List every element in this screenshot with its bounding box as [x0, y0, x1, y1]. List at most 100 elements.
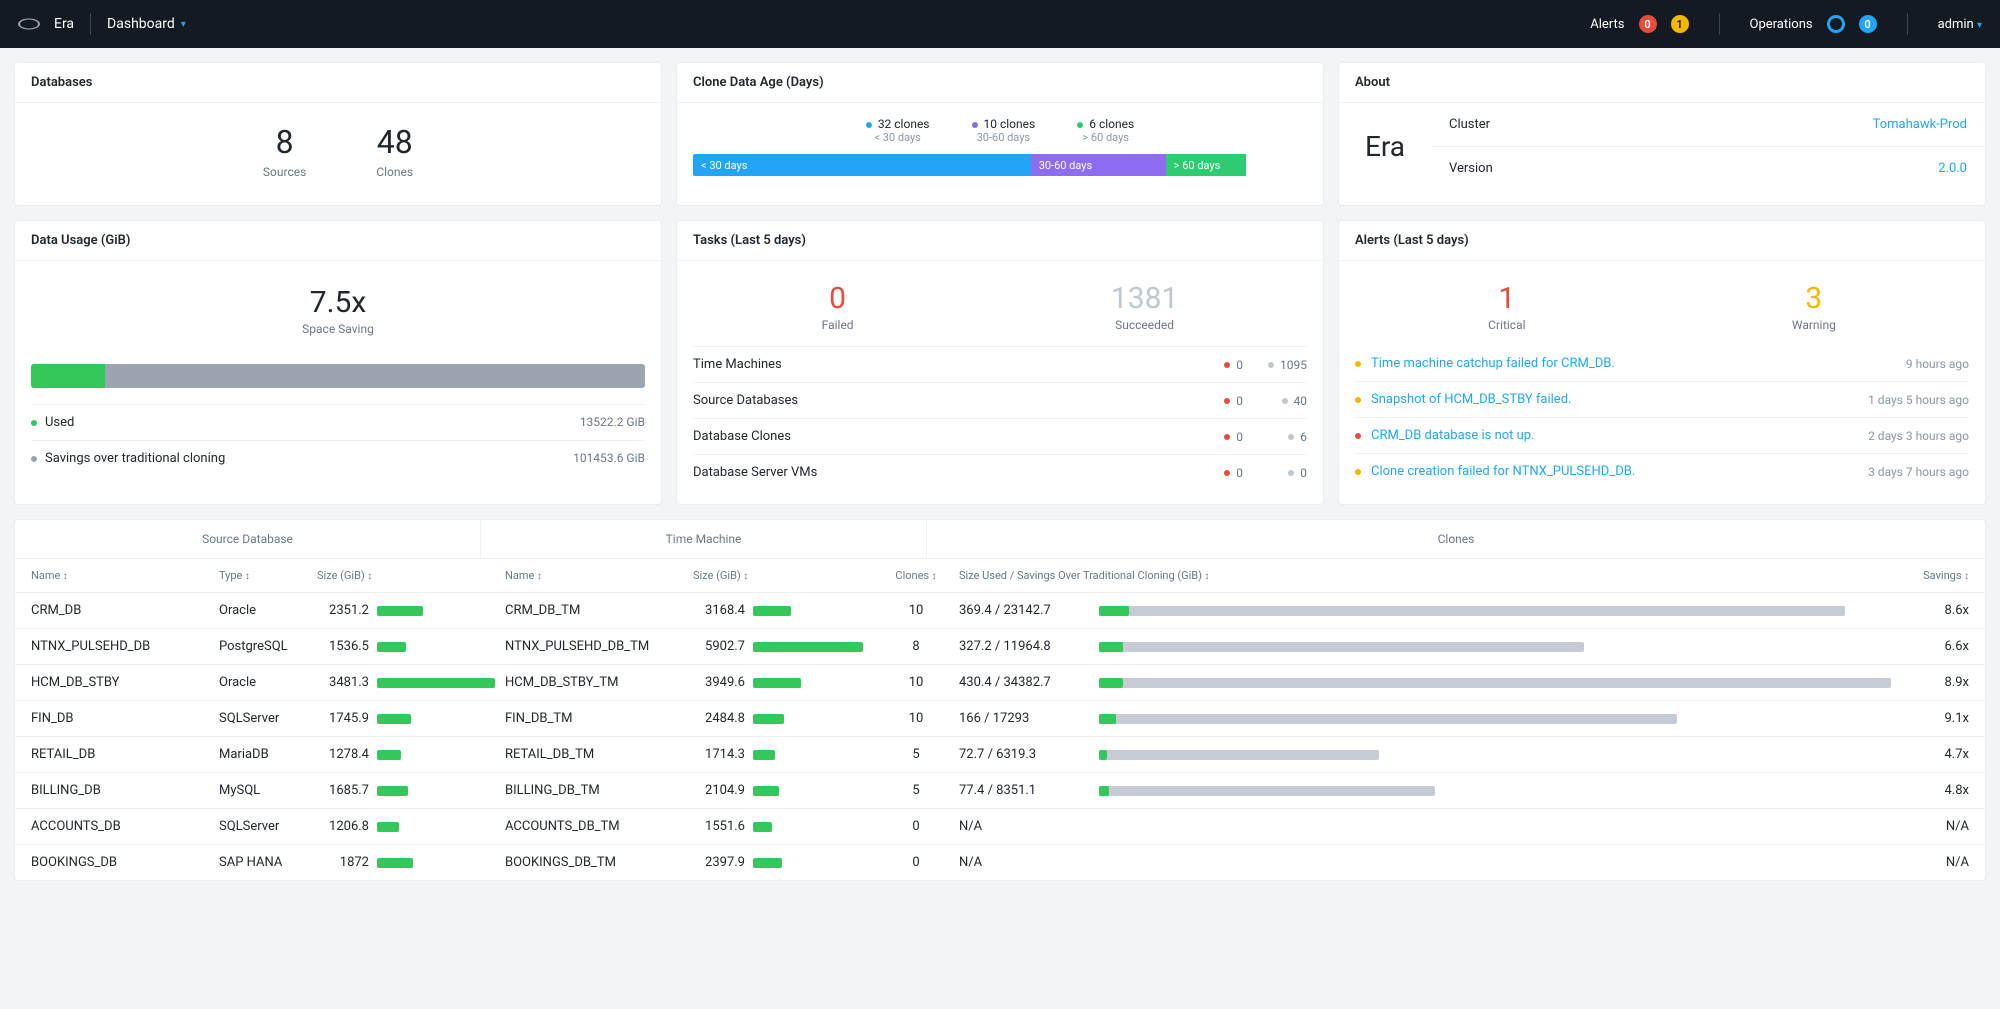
table-row[interactable]: CRM_DBOracle2351.2CRM_DB_TM3168.410369.4…	[15, 593, 1985, 629]
operations-label[interactable]: Operations	[1750, 17, 1813, 32]
table-row[interactable]: RETAIL_DBMariaDB1278.4RETAIL_DB_TM1714.3…	[15, 737, 1985, 773]
cell-savings: N/A	[1899, 855, 1969, 870]
alerts-warning-badge[interactable]: 1	[1671, 15, 1689, 33]
cell-size: 1206.8	[317, 819, 497, 834]
task-row[interactable]: Database Server VMs00	[693, 454, 1307, 490]
alert-item[interactable]: Snapshot of HCM_DB_STBY failed. 1 days 5 …	[1355, 381, 1969, 417]
alerts-card: Alerts (Last 5 days) 1 Critical 3 Warnin…	[1338, 220, 1986, 505]
alert-timestamp: 3 days 7 hours ago	[1868, 465, 1969, 479]
alert-message[interactable]: Clone creation failed for NTNX_PULSEHD_D…	[1371, 464, 1858, 479]
col-type[interactable]: Type	[219, 569, 309, 582]
alert-item[interactable]: Time machine catchup failed for CRM_DB. 9…	[1355, 346, 1969, 381]
col-size-used[interactable]: Size Used / Savings Over Traditional Clo…	[959, 569, 1891, 582]
chevron-down-icon: ▾	[1977, 20, 1982, 31]
operations-badge[interactable]: 0	[1859, 15, 1877, 33]
cell-name: HCM_DB_STBY	[31, 675, 211, 690]
col-size[interactable]: Size (GiB)	[317, 569, 497, 582]
cell-name: BOOKINGS_DB	[31, 855, 211, 870]
clones-stat[interactable]: 48 Clones	[376, 123, 413, 179]
table-row[interactable]: HCM_DB_STBYOracle3481.3HCM_DB_STBY_TM394…	[15, 665, 1985, 701]
cell-size: 2351.2	[317, 603, 497, 618]
clone-age-legend-item: 6 clones> 60 days	[1077, 117, 1134, 144]
card-title: About	[1339, 63, 1985, 103]
clone-age-segment: > 60 days	[1166, 154, 1246, 176]
cell-tm-size: 5902.7	[693, 639, 873, 654]
alert-item[interactable]: CRM_DB database is not up.2 days 3 hours…	[1355, 417, 1969, 453]
version-link[interactable]: 2.0.0	[1938, 161, 1967, 176]
cell-tm-size: 2484.8	[693, 711, 873, 726]
cell-tm-size: 3168.4	[693, 603, 873, 618]
tasks-card: Tasks (Last 5 days) 0 Failed 1381 Succee…	[676, 220, 1324, 505]
cell-name: NTNX_PULSEHD_DB	[31, 639, 211, 654]
col-name[interactable]: Name	[31, 569, 211, 582]
alert-message[interactable]: Time machine catchup failed for CRM_DB.	[1371, 356, 1896, 371]
cell-savings: 6.6x	[1899, 639, 1969, 654]
col-tm-name[interactable]: Name	[505, 569, 685, 582]
card-title: Clone Data Age (Days)	[677, 63, 1323, 103]
separator	[1719, 13, 1720, 35]
cell-savings: 8.9x	[1899, 675, 1969, 690]
clone-age-segment: < 30 days	[693, 154, 1031, 176]
cell-clones: 0	[881, 855, 951, 870]
table-row[interactable]: FIN_DBSQLServer1745.9FIN_DB_TM2484.81016…	[15, 701, 1985, 737]
cell-savings: 4.7x	[1899, 747, 1969, 762]
alert-message[interactable]: CRM_DB database is not up.	[1371, 428, 1858, 443]
card-title: Tasks (Last 5 days)	[677, 221, 1323, 261]
brand: Era	[54, 16, 74, 32]
task-row[interactable]: Time Machines01095	[693, 346, 1307, 382]
nav-menu[interactable]: Dashboard ▾	[107, 16, 186, 32]
cell-clones: 5	[881, 747, 951, 762]
critical-stat[interactable]: 1 Critical	[1488, 281, 1525, 332]
cell-type: Oracle	[219, 675, 309, 690]
clone-age-legend-item: 10 clones30-60 days	[972, 117, 1036, 144]
alerts-critical-badge[interactable]: 0	[1639, 15, 1657, 33]
cell-size: 1745.9	[317, 711, 497, 726]
table-row[interactable]: ACCOUNTS_DBSQLServer1206.8ACCOUNTS_DB_TM…	[15, 809, 1985, 845]
group-header: Time Machine	[481, 520, 927, 558]
alert-message[interactable]: Snapshot of HCM_DB_STBY failed.	[1371, 392, 1858, 407]
clone-age-bar: < 30 days30-60 days> 60 days	[693, 154, 1307, 176]
user-menu[interactable]: admin ▾	[1938, 17, 1982, 32]
clone-age-card: Clone Data Age (Days) 32 clones< 30 days…	[676, 62, 1324, 206]
dot-icon	[31, 420, 37, 426]
col-savings[interactable]: Savings	[1899, 569, 1969, 582]
databases-card: Databases 8 Sources 48 Clones	[14, 62, 662, 206]
space-saving-value: 7.5x	[31, 275, 645, 322]
cluster-link[interactable]: Tomahawk-Prod	[1873, 117, 1967, 132]
dot-icon	[1355, 433, 1361, 439]
cell-savings: N/A	[1899, 819, 1969, 834]
table-row[interactable]: NTNX_PULSEHD_DBPostgreSQL1536.5NTNX_PULS…	[15, 629, 1985, 665]
operations-spinner-icon	[1827, 15, 1845, 33]
alert-item[interactable]: Clone creation failed for NTNX_PULSEHD_D…	[1355, 453, 1969, 489]
cell-type: PostgreSQL	[219, 639, 309, 654]
cell-size: 1536.5	[317, 639, 497, 654]
sources-stat[interactable]: 8 Sources	[263, 123, 306, 179]
cell-name: RETAIL_DB	[31, 747, 211, 762]
card-title: Databases	[15, 63, 661, 103]
failed-stat[interactable]: 0 Failed	[822, 281, 854, 332]
col-tm-size[interactable]: Size (GiB)	[693, 569, 873, 582]
cell-tm-name: BILLING_DB_TM	[505, 783, 685, 798]
table-row[interactable]: BILLING_DBMySQL1685.7BILLING_DB_TM2104.9…	[15, 773, 1985, 809]
warning-stat[interactable]: 3 Warning	[1792, 281, 1836, 332]
dot-icon	[31, 456, 37, 462]
table-row[interactable]: BOOKINGS_DBSAP HANA1872BOOKINGS_DB_TM239…	[15, 845, 1985, 880]
cell-savings: 4.8x	[1899, 783, 1969, 798]
alert-timestamp: 9 hours ago	[1906, 357, 1969, 371]
cell-type: SQLServer	[219, 711, 309, 726]
about-card: About Era Cluster Tomahawk-Prod Version …	[1338, 62, 1986, 206]
cell-tm-size: 2104.9	[693, 783, 873, 798]
task-row[interactable]: Database Clones06	[693, 418, 1307, 454]
cell-size: 1278.4	[317, 747, 497, 762]
dot-icon	[1355, 469, 1361, 475]
topbar: Era Dashboard ▾ Alerts 0 1 Operations 0 …	[0, 0, 2000, 48]
alerts-label[interactable]: Alerts	[1590, 17, 1624, 32]
cell-name: FIN_DB	[31, 711, 211, 726]
task-row[interactable]: Source Databases040	[693, 382, 1307, 418]
alert-timestamp: 1 days 5 hours ago	[1868, 393, 1969, 407]
succeeded-stat[interactable]: 1381 Succeeded	[1111, 281, 1178, 332]
cell-size: 1685.7	[317, 783, 497, 798]
cell-name: BILLING_DB	[31, 783, 211, 798]
dot-icon	[1355, 397, 1361, 403]
col-clones[interactable]: Clones	[881, 569, 951, 582]
